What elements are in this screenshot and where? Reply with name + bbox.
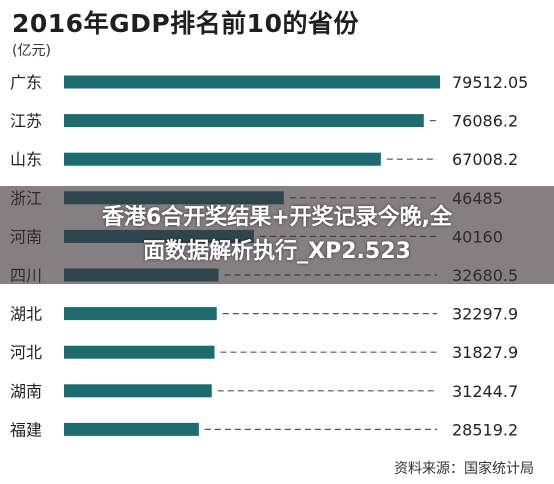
value-label: 28519.2: [452, 420, 518, 439]
category-label: 广东: [10, 73, 42, 92]
bar: [64, 152, 381, 166]
unit-label: (亿元): [12, 43, 51, 59]
category-label: 福建: [10, 420, 42, 439]
category-label: 江苏: [10, 112, 42, 131]
category-label: 湖北: [10, 305, 42, 324]
overlay-line-1: 香港6合开奖结果+开奖记录今晚,全: [101, 205, 453, 230]
bar: [64, 345, 215, 359]
value-label: 32297.9: [452, 305, 518, 324]
bar: [64, 422, 199, 436]
value-label: 76086.2: [452, 112, 518, 131]
overlay-line-2: 面数据解析执行_XP2.523: [143, 239, 411, 264]
value-label: 79512.05: [452, 73, 528, 92]
bar: [64, 75, 440, 89]
bar: [64, 307, 217, 321]
source-note: 资料来源：国家统计局: [394, 461, 534, 477]
category-label: 河北: [10, 343, 42, 362]
value-label: 31244.7: [452, 382, 518, 401]
bar: [64, 384, 212, 398]
chart-title: 2016年GDP排名前10的省份: [12, 9, 359, 38]
overlay-banner: 香港6合开奖结果+开奖记录今晚,全 面数据解析执行_XP2.523: [0, 186, 554, 284]
category-label: 山东: [10, 150, 42, 169]
category-label: 湖南: [10, 382, 42, 401]
value-label: 31827.9: [452, 343, 518, 362]
value-label: 67008.2: [452, 150, 518, 169]
bar: [64, 114, 424, 128]
